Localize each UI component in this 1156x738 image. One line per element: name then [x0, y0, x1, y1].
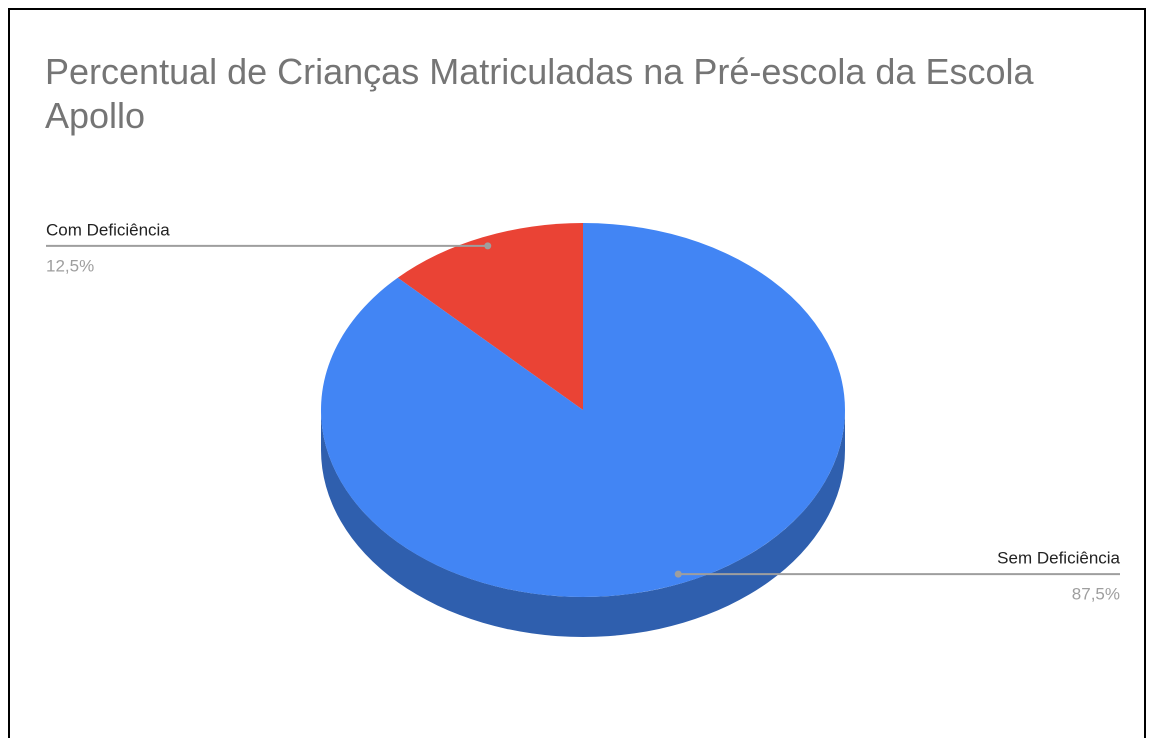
pie-side — [321, 410, 845, 637]
leader-dot — [484, 242, 492, 250]
slice-value-label: 12,5% — [46, 256, 94, 275]
leader-dot — [674, 570, 682, 578]
chart-frame — [8, 8, 1146, 738]
pie-slice — [321, 223, 846, 597]
pie-slice — [397, 223, 583, 410]
chart-title: Percentual de Crianças Matriculadas na P… — [45, 51, 1034, 136]
slice-label: Com Deficiência — [46, 220, 170, 239]
slice-value-label: 87,5% — [1072, 585, 1120, 604]
slice-label: Sem Deficiência — [997, 549, 1120, 568]
